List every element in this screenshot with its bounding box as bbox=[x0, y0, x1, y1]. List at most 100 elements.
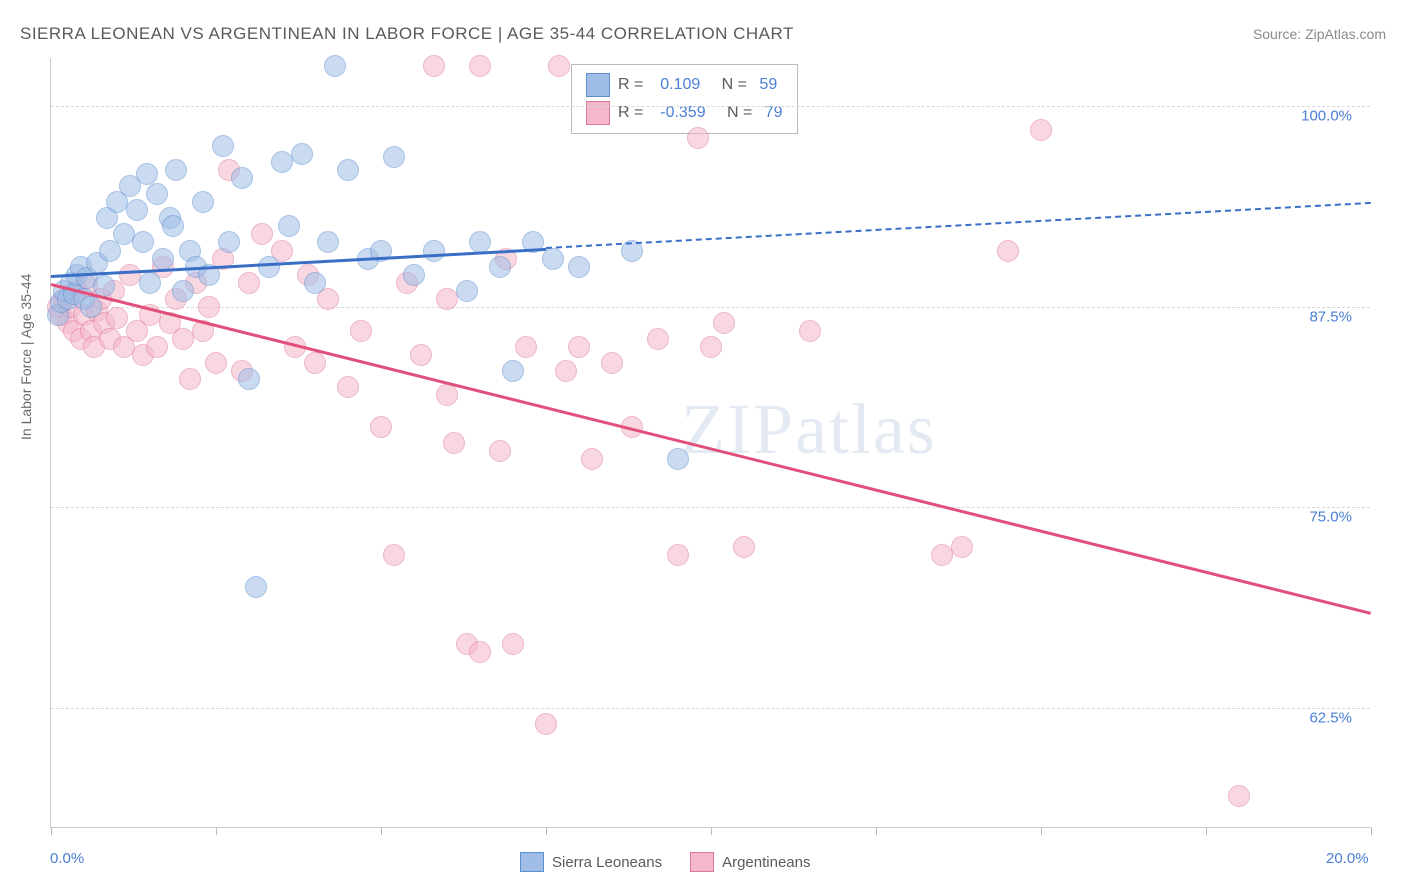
series-legend: Sierra Leoneans Argentineans bbox=[520, 852, 810, 872]
data-point bbox=[132, 231, 154, 253]
data-point bbox=[489, 256, 511, 278]
data-point bbox=[172, 328, 194, 350]
xtick-mark bbox=[711, 827, 712, 835]
data-point bbox=[687, 127, 709, 149]
data-point bbox=[1030, 119, 1052, 141]
xtick-mark bbox=[381, 827, 382, 835]
data-point bbox=[469, 55, 491, 77]
data-point bbox=[198, 296, 220, 318]
trend-line bbox=[546, 202, 1371, 249]
data-point bbox=[136, 163, 158, 185]
ytick-label: 62.5% bbox=[1309, 709, 1352, 726]
data-point bbox=[324, 55, 346, 77]
gridline bbox=[51, 507, 1370, 508]
data-point bbox=[152, 248, 174, 270]
data-point bbox=[119, 264, 141, 286]
legend-r-value: 0.109 bbox=[651, 76, 700, 94]
data-point bbox=[139, 272, 161, 294]
data-point bbox=[146, 336, 168, 358]
gridline bbox=[51, 708, 1370, 709]
data-point bbox=[113, 223, 135, 245]
data-point bbox=[80, 296, 102, 318]
data-point bbox=[337, 376, 359, 398]
data-point bbox=[799, 320, 821, 342]
data-point bbox=[931, 544, 953, 566]
ytick-label: 75.0% bbox=[1309, 509, 1352, 526]
legend-swatch bbox=[586, 73, 610, 97]
data-point bbox=[258, 256, 280, 278]
data-point bbox=[212, 135, 234, 157]
ytick-label: 87.5% bbox=[1309, 308, 1352, 325]
data-point bbox=[238, 368, 260, 390]
data-point bbox=[436, 288, 458, 310]
data-point bbox=[713, 312, 735, 334]
data-point bbox=[370, 416, 392, 438]
data-point bbox=[205, 352, 227, 374]
legend-item: Sierra Leoneans bbox=[520, 852, 662, 872]
data-point bbox=[337, 159, 359, 181]
data-point bbox=[291, 143, 313, 165]
data-point bbox=[304, 272, 326, 294]
gridline bbox=[51, 307, 1370, 308]
xtick-mark bbox=[1371, 827, 1372, 835]
y-axis-label: In Labor Force | Age 35-44 bbox=[18, 274, 34, 440]
data-point bbox=[317, 231, 339, 253]
data-point bbox=[555, 360, 577, 382]
scatter-plot: ZIPatlas R = 0.109 N = 59R = -0.359 N = … bbox=[50, 58, 1370, 828]
ytick-label: 100.0% bbox=[1301, 108, 1352, 125]
legend-n-label: N = bbox=[708, 76, 747, 94]
legend-label: Sierra Leoneans bbox=[552, 854, 662, 871]
data-point bbox=[304, 352, 326, 374]
data-point bbox=[568, 256, 590, 278]
data-point bbox=[172, 280, 194, 302]
watermark: ZIPatlas bbox=[681, 388, 937, 471]
data-point bbox=[245, 576, 267, 598]
legend-label: Argentineans bbox=[722, 854, 810, 871]
xtick-label: 20.0% bbox=[1326, 850, 1369, 867]
data-point bbox=[700, 336, 722, 358]
data-point bbox=[443, 432, 465, 454]
data-point bbox=[423, 55, 445, 77]
data-point bbox=[231, 167, 253, 189]
data-point bbox=[410, 344, 432, 366]
data-point bbox=[997, 240, 1019, 262]
data-point bbox=[581, 448, 603, 470]
data-point bbox=[436, 384, 458, 406]
data-point bbox=[383, 544, 405, 566]
xtick-label: 0.0% bbox=[50, 850, 84, 867]
data-point bbox=[951, 536, 973, 558]
data-point bbox=[106, 307, 128, 329]
legend-row: R = -0.359 N = 79 bbox=[586, 99, 783, 127]
data-point bbox=[350, 320, 372, 342]
data-point bbox=[601, 352, 623, 374]
xtick-mark bbox=[51, 827, 52, 835]
data-point bbox=[667, 544, 689, 566]
correlation-legend: R = 0.109 N = 59R = -0.359 N = 79 bbox=[571, 64, 798, 134]
data-point bbox=[489, 440, 511, 462]
gridline bbox=[51, 106, 1370, 107]
data-point bbox=[548, 55, 570, 77]
data-point bbox=[218, 231, 240, 253]
data-point bbox=[126, 199, 148, 221]
data-point bbox=[278, 215, 300, 237]
data-point bbox=[647, 328, 669, 350]
data-point bbox=[568, 336, 590, 358]
data-point bbox=[456, 280, 478, 302]
legend-item: Argentineans bbox=[690, 852, 810, 872]
data-point bbox=[271, 151, 293, 173]
legend-n-value: 59 bbox=[755, 76, 777, 94]
xtick-mark bbox=[1041, 827, 1042, 835]
legend-swatch bbox=[586, 101, 610, 125]
data-point bbox=[502, 360, 524, 382]
data-point bbox=[251, 223, 273, 245]
data-point bbox=[535, 713, 557, 735]
data-point bbox=[515, 336, 537, 358]
data-point bbox=[733, 536, 755, 558]
data-point bbox=[1228, 785, 1250, 807]
xtick-mark bbox=[876, 827, 877, 835]
title-bar: SIERRA LEONEAN VS ARGENTINEAN IN LABOR F… bbox=[20, 24, 1386, 44]
data-point bbox=[423, 240, 445, 262]
legend-row: R = 0.109 N = 59 bbox=[586, 71, 783, 99]
data-point bbox=[667, 448, 689, 470]
xtick-mark bbox=[546, 827, 547, 835]
